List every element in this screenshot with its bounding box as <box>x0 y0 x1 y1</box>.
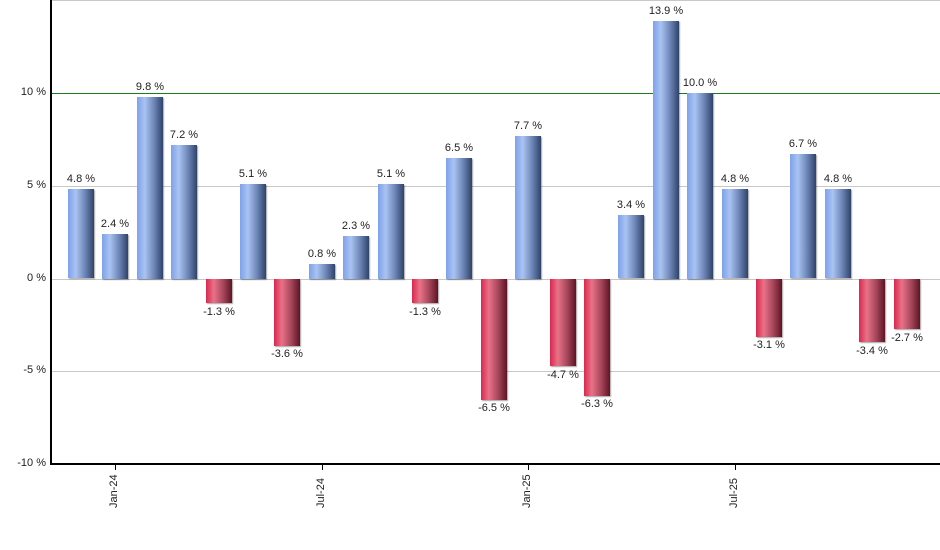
bar-value-label: 4.8 % <box>66 173 96 185</box>
bar-value-label: 5.1 % <box>238 168 268 180</box>
bar-nov-24 <box>446 158 472 279</box>
bar-value-label: 0.8 % <box>307 248 337 260</box>
bar-value-label: 7.2 % <box>169 129 199 141</box>
bar-value-label: 6.7 % <box>788 138 818 150</box>
bar-value-label: -6.3 % <box>581 398 613 410</box>
bar-feb-25 <box>550 279 576 366</box>
bar-jul-25 <box>722 189 748 278</box>
bar-sep-25 <box>790 154 816 278</box>
bar-value-label: 13.9 % <box>648 5 684 17</box>
bar-value-label: -3.4 % <box>856 345 888 357</box>
bar-oct-25 <box>825 189 851 278</box>
bar-oct-24 <box>412 279 438 303</box>
x-axis-tick-label: Jan-24 <box>108 474 120 508</box>
x-axis-tick-label: Jul-25 <box>728 478 740 508</box>
bar-jul-24 <box>309 264 335 279</box>
x-axis-tick <box>322 465 323 470</box>
bar-dec-25 <box>894 279 920 329</box>
bar-value-label: 3.4 % <box>616 199 646 211</box>
x-axis-tick-label: Jan-25 <box>521 474 533 508</box>
x-axis-tick <box>528 465 529 470</box>
bar-value-label: 7.7 % <box>513 120 543 132</box>
bar-may-25 <box>653 21 679 279</box>
bar-nov-25 <box>859 279 885 342</box>
bar-value-label: -1.3 % <box>409 306 441 318</box>
y-axis-tick-label: -5 % <box>23 364 46 376</box>
bar-dec-24 <box>481 279 507 400</box>
bar-value-label: -1.3 % <box>203 306 235 318</box>
bar-value-label: 4.8 % <box>720 173 750 185</box>
bar-may-24 <box>240 184 266 279</box>
reference-line-10pct <box>51 93 940 94</box>
y-axis-line <box>50 0 52 465</box>
bar-jun-25 <box>687 93 713 279</box>
bar-mar-24 <box>171 145 197 279</box>
bar-apr-24 <box>206 279 232 303</box>
bar-apr-25 <box>618 215 644 278</box>
x-axis-line <box>50 463 940 465</box>
bar-value-label: -3.6 % <box>271 348 303 360</box>
x-axis-tick <box>735 465 736 470</box>
bar-sep-24 <box>378 184 404 279</box>
bar-dec-23 <box>68 189 94 278</box>
y-axis-tick-label: 5 % <box>27 179 46 191</box>
x-axis-tick <box>115 465 116 470</box>
bar-value-label: 2.3 % <box>341 220 371 232</box>
bar-value-label: 2.4 % <box>100 218 130 230</box>
bar-value-label: -2.7 % <box>891 332 923 344</box>
bar-value-label: 10.0 % <box>682 77 718 89</box>
bar-value-label: -6.5 % <box>478 402 510 414</box>
y-axis-tick-label: -10 % <box>17 457 46 469</box>
bar-value-label: 6.5 % <box>444 142 474 154</box>
bar-aug-24 <box>343 236 369 279</box>
bar-value-label: -3.1 % <box>753 339 785 351</box>
bar-value-label: -4.7 % <box>547 369 579 381</box>
bar-aug-25 <box>756 279 782 337</box>
bar-feb-24 <box>137 97 163 279</box>
bar-jan-24 <box>102 234 128 279</box>
gridline <box>51 0 940 1</box>
bar-value-label: 9.8 % <box>135 81 165 93</box>
bar-mar-25 <box>584 279 610 396</box>
y-axis-tick-label: 0 % <box>27 272 46 284</box>
bar-value-label: 5.1 % <box>376 168 406 180</box>
x-axis-tick-label: Jul-24 <box>315 478 327 508</box>
gridline <box>51 186 940 187</box>
bar-jun-24 <box>274 279 300 346</box>
y-axis-tick-label: 10 % <box>20 86 46 98</box>
bar-jan-25 <box>515 136 541 279</box>
bar-value-label: 4.8 % <box>823 173 853 185</box>
